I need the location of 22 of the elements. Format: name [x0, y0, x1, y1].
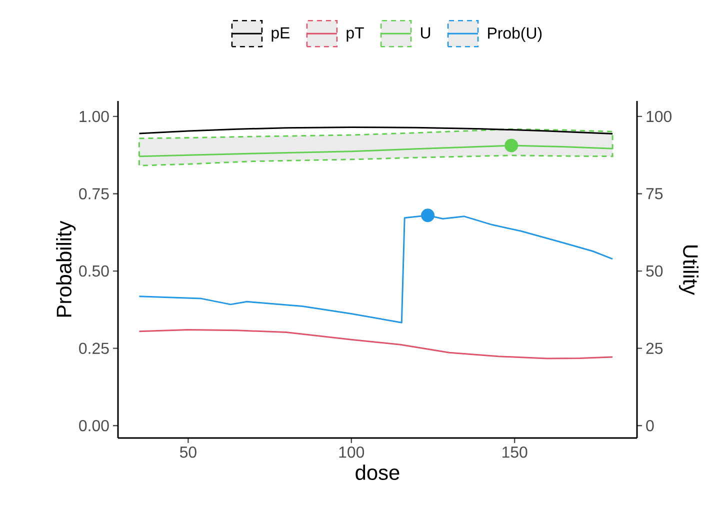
legend-label: Prob(U): [488, 27, 542, 42]
x-tick-label: 50: [180, 446, 196, 458]
x-axis-title: dose: [356, 464, 400, 480]
y-tick-label: 0.25: [79, 342, 109, 354]
y-tick-label: 0.00: [79, 420, 109, 432]
legend-label: U: [421, 27, 430, 38]
y-tick-label: 0.75: [79, 188, 109, 200]
y2-tick-label: 0: [646, 420, 654, 432]
y-tick-label: 1.00: [80, 110, 109, 122]
legend-label: pT: [346, 27, 364, 42]
y2-axis-title: Utility: [678, 246, 698, 296]
y2-tick-label: 100: [646, 110, 672, 122]
line-series: [138, 329, 614, 360]
y2-tick-label: 75: [646, 188, 663, 200]
legend-label: pE: [272, 27, 290, 42]
x-tick-label: 150: [502, 446, 528, 458]
y2-tick-label: 50: [646, 265, 663, 277]
y-tick-label: 0.50: [79, 265, 109, 277]
y-axis-title: Probability: [56, 220, 76, 317]
line-series: [138, 126, 614, 135]
x-tick-label: 100: [339, 446, 364, 458]
y2-tick-label: 25: [646, 342, 663, 354]
